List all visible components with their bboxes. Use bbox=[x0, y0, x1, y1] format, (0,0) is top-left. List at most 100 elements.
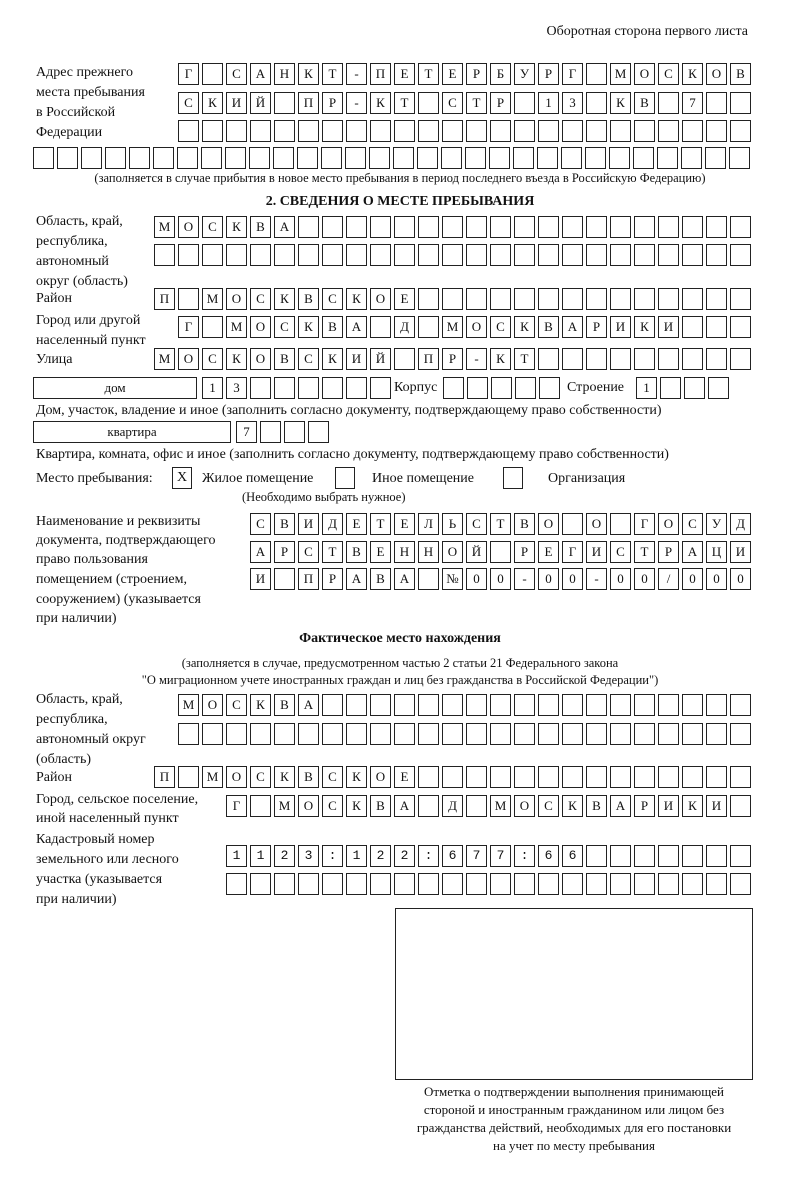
char-cell[interactable] bbox=[298, 120, 319, 142]
char-cell[interactable] bbox=[730, 795, 751, 817]
char-cell[interactable] bbox=[514, 288, 535, 310]
char-cell[interactable]: О bbox=[298, 795, 319, 817]
char-cell[interactable]: О bbox=[442, 541, 463, 563]
char-cell[interactable] bbox=[202, 244, 223, 266]
char-cell[interactable]: В bbox=[346, 541, 367, 563]
char-cell[interactable] bbox=[538, 766, 559, 788]
char-cell[interactable] bbox=[369, 147, 390, 169]
char-cell[interactable] bbox=[586, 723, 607, 745]
char-cell[interactable]: М bbox=[154, 216, 175, 238]
char-cell[interactable] bbox=[538, 723, 559, 745]
char-cell[interactable] bbox=[298, 377, 319, 399]
char-cell[interactable]: С bbox=[682, 513, 703, 535]
char-cell[interactable] bbox=[298, 216, 319, 238]
char-cell[interactable]: В bbox=[586, 795, 607, 817]
char-cell[interactable] bbox=[682, 766, 703, 788]
char-cell[interactable] bbox=[658, 766, 679, 788]
char-cell[interactable] bbox=[586, 766, 607, 788]
char-cell[interactable] bbox=[730, 120, 751, 142]
char-cell[interactable] bbox=[729, 147, 750, 169]
char-cell[interactable]: В bbox=[322, 316, 343, 338]
char-cell[interactable] bbox=[658, 348, 679, 370]
char-cell[interactable] bbox=[490, 766, 511, 788]
char-cell[interactable] bbox=[634, 288, 655, 310]
char-cell[interactable] bbox=[346, 845, 367, 867]
char-cell[interactable]: Е bbox=[394, 513, 415, 535]
char-cell[interactable] bbox=[610, 288, 631, 310]
char-cell[interactable]: В bbox=[538, 316, 559, 338]
char-cell[interactable] bbox=[682, 873, 703, 895]
char-cell[interactable] bbox=[610, 873, 631, 895]
char-cell[interactable] bbox=[418, 568, 439, 590]
char-cell[interactable] bbox=[418, 845, 439, 867]
char-cell[interactable] bbox=[466, 795, 487, 817]
char-cell[interactable] bbox=[682, 216, 703, 238]
char-cell[interactable] bbox=[346, 216, 367, 238]
char-cell[interactable] bbox=[657, 147, 678, 169]
char-cell[interactable] bbox=[346, 244, 367, 266]
char-cell[interactable] bbox=[562, 348, 583, 370]
house-type-field[interactable]: дом bbox=[33, 377, 197, 399]
char-cell[interactable]: Д bbox=[730, 513, 751, 535]
char-cell[interactable] bbox=[370, 845, 391, 867]
char-cell[interactable] bbox=[226, 845, 247, 867]
char-cell[interactable]: К bbox=[610, 92, 631, 114]
char-cell[interactable] bbox=[202, 316, 223, 338]
char-cell[interactable]: Г bbox=[226, 795, 247, 817]
char-cell[interactable] bbox=[658, 845, 679, 867]
char-cell[interactable]: П bbox=[154, 288, 175, 310]
char-cell[interactable] bbox=[345, 147, 366, 169]
char-cell[interactable] bbox=[537, 147, 558, 169]
char-cell[interactable] bbox=[178, 766, 199, 788]
char-cell[interactable] bbox=[513, 147, 534, 169]
char-cell[interactable] bbox=[322, 216, 343, 238]
char-cell[interactable]: С bbox=[322, 288, 343, 310]
char-cell[interactable]: П bbox=[418, 348, 439, 370]
char-cell[interactable] bbox=[274, 845, 295, 867]
char-cell[interactable] bbox=[514, 92, 535, 114]
char-cell[interactable]: О bbox=[538, 513, 559, 535]
char-cell[interactable] bbox=[730, 216, 751, 238]
char-cell[interactable]: - bbox=[346, 63, 367, 85]
char-cell[interactable]: 0 bbox=[466, 568, 487, 590]
char-cell[interactable]: Г bbox=[562, 63, 583, 85]
char-cell[interactable] bbox=[514, 873, 535, 895]
char-cell[interactable] bbox=[562, 845, 583, 867]
char-cell[interactable] bbox=[585, 147, 606, 169]
char-cell[interactable]: Г bbox=[178, 316, 199, 338]
char-cell[interactable] bbox=[178, 288, 199, 310]
char-cell[interactable]: С bbox=[178, 92, 199, 114]
char-cell[interactable]: И bbox=[730, 541, 751, 563]
char-cell[interactable] bbox=[586, 120, 607, 142]
char-cell[interactable]: 0 bbox=[490, 568, 511, 590]
char-cell[interactable] bbox=[490, 694, 511, 716]
char-cell[interactable]: Р bbox=[442, 348, 463, 370]
char-cell[interactable]: Й bbox=[370, 348, 391, 370]
char-cell[interactable] bbox=[370, 377, 391, 399]
char-cell[interactable] bbox=[322, 244, 343, 266]
char-cell[interactable]: Р bbox=[274, 541, 295, 563]
char-cell[interactable]: О bbox=[178, 348, 199, 370]
char-cell[interactable] bbox=[442, 244, 463, 266]
char-cell[interactable]: М bbox=[202, 288, 223, 310]
char-cell[interactable] bbox=[634, 216, 655, 238]
char-cell[interactable] bbox=[730, 694, 751, 716]
char-cell[interactable] bbox=[610, 216, 631, 238]
char-cell[interactable] bbox=[730, 92, 751, 114]
char-cell[interactable]: 1 bbox=[538, 92, 559, 114]
char-cell[interactable]: К bbox=[370, 92, 391, 114]
char-cell[interactable] bbox=[370, 216, 391, 238]
char-cell[interactable] bbox=[514, 766, 535, 788]
char-cell[interactable]: Р bbox=[490, 92, 511, 114]
char-cell[interactable]: Е bbox=[538, 541, 559, 563]
char-cell[interactable] bbox=[274, 244, 295, 266]
char-cell[interactable]: А bbox=[394, 568, 415, 590]
char-cell[interactable] bbox=[490, 541, 511, 563]
char-cell[interactable] bbox=[681, 147, 702, 169]
char-cell[interactable]: О bbox=[226, 766, 247, 788]
building-row[interactable] bbox=[443, 377, 563, 399]
char-cell[interactable] bbox=[682, 694, 703, 716]
char-cell[interactable]: А bbox=[346, 316, 367, 338]
char-cell[interactable]: М bbox=[178, 694, 199, 716]
